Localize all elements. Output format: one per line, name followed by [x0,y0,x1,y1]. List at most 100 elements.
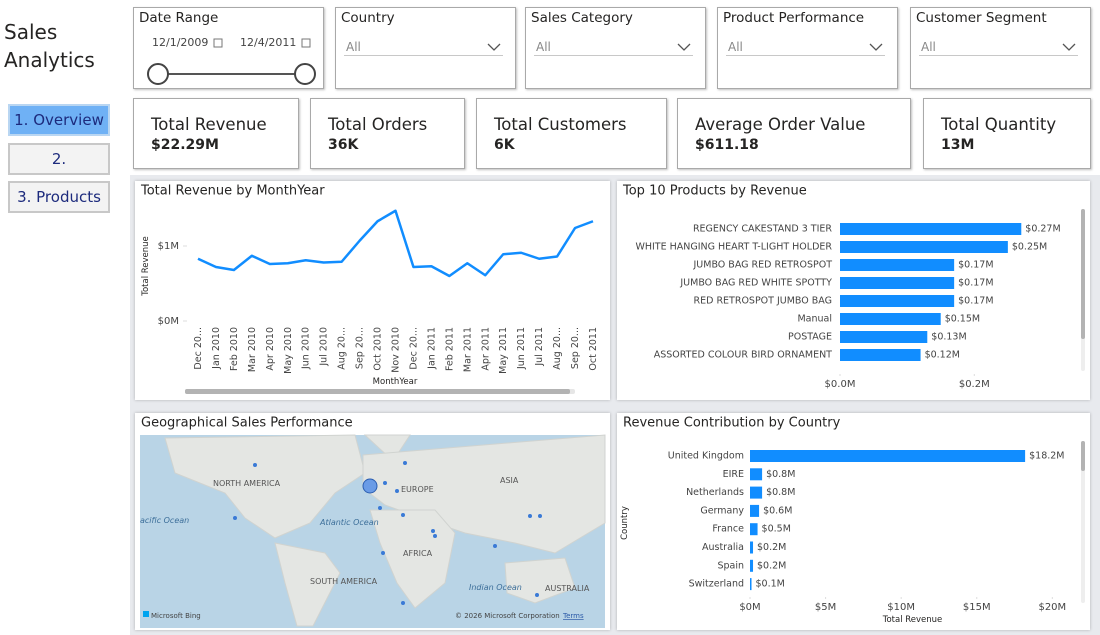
category-label: JUMBO BAG RED WHITE SPOTTY [679,278,832,289]
y-axis-title: Country [620,506,630,540]
x-tick-label: Dec 20... [408,327,419,370]
bar [750,523,758,536]
filter-label: Customer Segment [916,10,1047,26]
bar [750,450,1026,462]
scrollbar-thumb[interactable] [1081,441,1085,471]
location-dot [535,593,539,597]
value-label: $0.1M [756,579,785,590]
category-label: ASSORTED COLOUR BIRD ORNAMENT [654,350,832,361]
map-label: Atlantic Ocean [319,518,379,527]
bar [840,295,955,307]
value-label: $0.17M [958,260,993,271]
map-attribution: Microsoft Bing [151,612,201,620]
x-tick-label: Sep 20... [570,327,581,369]
slider[interactable] [134,8,323,88]
scrollbar-thumb[interactable] [1081,209,1085,339]
x-tick-label: Feb 2010 [229,327,240,371]
kpi-value: $22.29M [151,137,219,153]
y-tick-label: $1M [158,241,179,252]
bar [840,241,1008,253]
scrollbar-track [1081,441,1085,603]
category-label: United Kingdom [668,451,744,462]
continent [164,434,366,539]
value-label: $0.17M [958,278,993,289]
calendar-icon [213,38,223,48]
nav-button[interactable]: 3. Products [8,181,110,213]
x-tick-label: $15M [963,602,991,613]
kpi-card: Total Customers 6K [476,98,667,169]
bar [840,277,955,289]
x-axis-title: MonthYear [373,377,418,387]
chevron [487,43,501,51]
dropdown-filter: Sales Category All [525,7,706,89]
date-end[interactable]: 12/4/2011 [240,36,297,49]
x-tick-label: Jun 2010 [301,327,312,370]
app-title: Sales Analytics [4,20,95,72]
land [164,434,606,627]
kpi-label: Total Customers [494,115,627,134]
kpi-label: Total Revenue [151,115,267,134]
value-label: $0.15M [945,314,980,325]
x-tick-label: Jun 2011 [516,327,527,370]
bar [750,486,763,499]
location-dot [493,544,497,548]
nav-button[interactable]: 2. Customers [8,143,110,196]
line-chart: Total Revenue by MonthYear $0M $1M Total Re… [140,184,599,394]
bar-chart: Top 10 Products by Revenue $0.0M $0.2M REGE… [622,184,1085,390]
dropdown[interactable]: All [726,35,885,56]
dropdown[interactable]: All [919,35,1078,56]
x-tick-label: $10M [887,602,915,613]
kpi-value: 13M [941,137,975,153]
map-label: SOUTH AMERICA [310,577,378,586]
x-tick-label: Mar 2010 [247,327,258,372]
panel: Geographical Sales Performance [135,413,610,630]
value-label: $0.25M [1012,242,1047,253]
calendar-icon [301,38,311,48]
value-label: $0.27M [1025,224,1060,235]
location-dot [538,514,542,518]
x-tick-label: Dec 20... [193,327,204,370]
map-terms[interactable]: Terms [562,612,584,620]
category-label: Australia [702,542,744,553]
chevron [1062,43,1076,51]
bar [840,331,928,343]
continent [504,557,576,604]
filter-label: Sales Category [531,10,633,26]
x-tick-label: $20M [1038,602,1066,613]
x-tick-label: Apr 2010 [265,327,276,371]
dropdown-filter: Customer Segment All [910,7,1091,89]
dropdown[interactable]: All [344,35,503,56]
scrollbar-thumb[interactable] [185,389,570,394]
slider-handle[interactable] [294,63,316,85]
dropdown[interactable]: All [534,35,693,56]
chart-title: Revenue Contribution by Country [623,416,841,431]
y-tick-label: $0M [158,316,179,327]
location-dot [362,478,378,494]
location-dot [433,534,437,538]
category-label: Spain [717,560,744,571]
filter-label: Product Performance [723,10,865,26]
continent [362,434,606,554]
location-dot [383,481,387,485]
line [197,209,594,278]
x-tick-label: Aug 20... [552,327,563,370]
kpi-value: 36K [328,137,359,153]
slider-handle[interactable] [147,63,169,85]
x-tick-label: Mar 2011 [462,327,473,372]
x-tick-label: Apr 2011 [480,327,491,371]
continent [274,542,341,627]
nav-button[interactable]: 1. Overview [8,104,110,136]
x-tick-label: Aug 20... [337,327,348,370]
kpi-value: $611.18 [695,137,759,153]
x-tick-label: Feb 2011 [444,327,455,371]
filter-label: Country [341,10,395,26]
map: Geographical Sales Performance [140,416,606,628]
location-dot [528,514,532,518]
value-label: $0.12M [925,350,960,361]
kpi-card: Total Revenue $22.29M [133,98,299,169]
location-dot [253,463,257,467]
date-start[interactable]: 12/1/2009 [152,36,209,49]
location-dot [401,513,405,517]
chevron [677,43,691,51]
location-dot [431,529,435,533]
